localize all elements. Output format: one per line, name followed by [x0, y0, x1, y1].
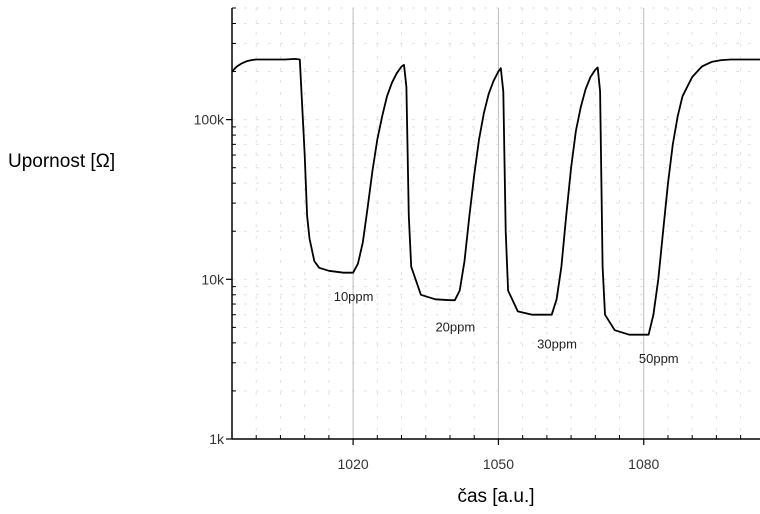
x-axis-title: čas [a.u.] — [457, 486, 534, 507]
y-tick-label: 1k — [209, 431, 225, 447]
y-tick-label: 10k — [201, 271, 225, 287]
concentration-label: 20ppm — [435, 320, 475, 335]
y-tick-label: 100k — [194, 112, 225, 128]
x-tick-label: 1020 — [338, 456, 369, 472]
tick-labels: 1020 1050 1080 1k 10k 100k — [194, 112, 660, 472]
x-tick-label: 1080 — [628, 456, 659, 472]
plot-background — [232, 8, 760, 439]
concentration-label: 30ppm — [537, 336, 577, 351]
minor-grid — [232, 7, 760, 439]
x-tick-label: 1050 — [483, 456, 514, 472]
ticks — [226, 7, 742, 445]
concentration-label: 50ppm — [639, 351, 679, 366]
annotations: 10ppm 20ppm 30ppm 50ppm — [334, 289, 679, 366]
axes — [231, 8, 760, 440]
data-lines — [231, 58, 760, 336]
concentration-label: 10ppm — [334, 289, 374, 304]
series-line — [231, 58, 760, 336]
y-axis-title: Upornost [Ω] — [8, 151, 115, 172]
